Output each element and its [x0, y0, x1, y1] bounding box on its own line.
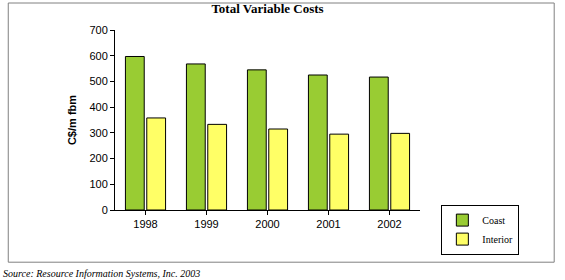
svg-text:500: 500: [89, 75, 107, 87]
svg-text:2002: 2002: [377, 218, 401, 230]
svg-text:Interior: Interior: [482, 234, 513, 245]
svg-text:C$/m fbm: C$/m fbm: [66, 95, 78, 145]
svg-text:1998: 1998: [133, 218, 157, 230]
svg-text:300: 300: [89, 127, 107, 139]
svg-text:Coast: Coast: [482, 215, 505, 226]
svg-text:2000: 2000: [255, 218, 279, 230]
svg-text:400: 400: [89, 101, 107, 113]
svg-text:1999: 1999: [194, 218, 218, 230]
svg-text:700: 700: [89, 24, 107, 36]
svg-text:600: 600: [89, 50, 107, 62]
svg-text:200: 200: [89, 152, 107, 164]
svg-text:Total Variable Costs: Total Variable Costs: [211, 1, 323, 16]
svg-text:100: 100: [89, 178, 107, 190]
svg-text:Source: Resource Information S: Source: Resource Information Systems, In…: [3, 268, 200, 279]
svg-text:2001: 2001: [316, 218, 340, 230]
svg-text:0: 0: [102, 204, 108, 216]
